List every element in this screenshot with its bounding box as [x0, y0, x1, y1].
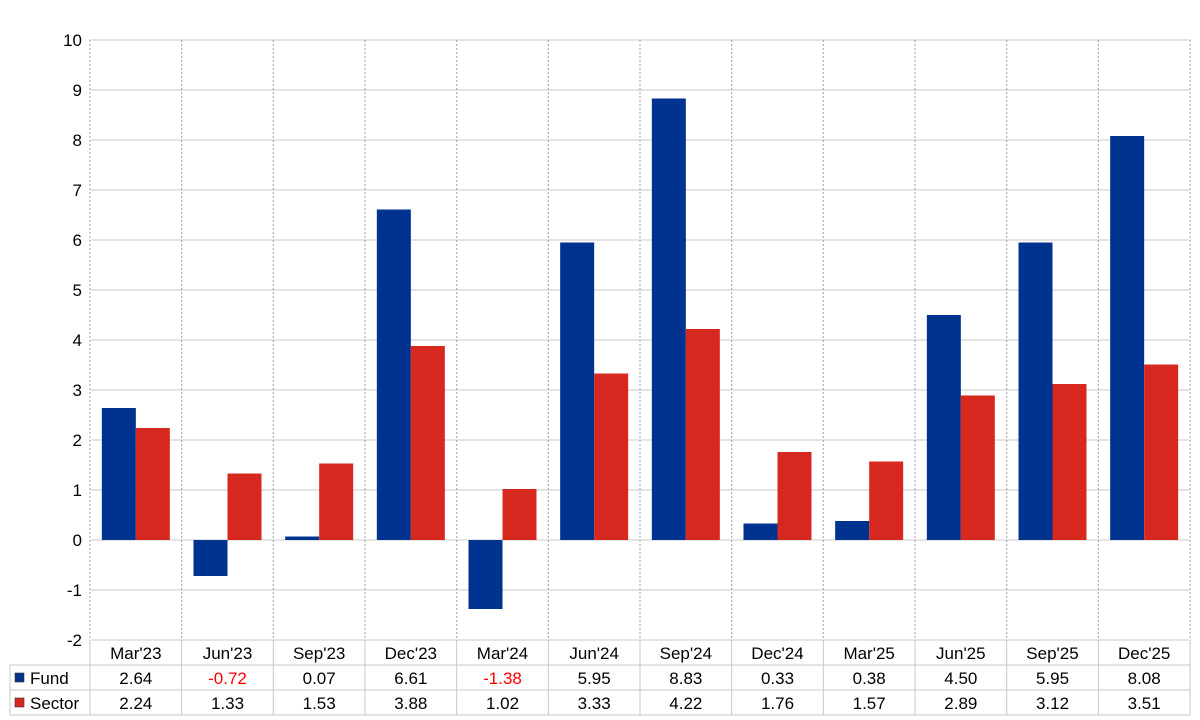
- y-tick-label: 1: [73, 481, 82, 500]
- x-tick-label: Sep'24: [660, 644, 712, 663]
- fund-bar: [743, 523, 778, 540]
- y-tick-label: 6: [73, 231, 82, 250]
- x-tick-label: Dec'24: [751, 644, 803, 663]
- fund-bar: [651, 98, 686, 540]
- legend-label: Sector: [30, 694, 79, 713]
- fund-bar: [926, 315, 961, 540]
- y-tick-label: -2: [67, 631, 82, 650]
- y-tick-label: 9: [73, 81, 82, 100]
- fund-bar: [835, 521, 870, 540]
- data-label: 0.33: [761, 669, 794, 688]
- fund-bar: [193, 540, 228, 576]
- x-tick-label: Mar'25: [843, 644, 894, 663]
- x-tick-label: Jun'24: [569, 644, 619, 663]
- data-label: 3.12: [1036, 694, 1069, 713]
- sector-bar: [410, 346, 445, 540]
- fund-legend-swatch: [14, 672, 25, 683]
- y-tick-label: 7: [73, 181, 82, 200]
- data-label: 2.64: [119, 669, 152, 688]
- y-tick-label: -1: [67, 581, 82, 600]
- sector-bar: [869, 461, 904, 540]
- data-label: -1.38: [483, 669, 522, 688]
- data-label: 1.02: [486, 694, 519, 713]
- data-label: 1.53: [303, 694, 336, 713]
- data-label: -0.72: [208, 669, 247, 688]
- data-label: 1.57: [853, 694, 886, 713]
- data-label: 0.38: [853, 669, 886, 688]
- sector-bar: [685, 329, 720, 540]
- sector-bar: [502, 489, 537, 540]
- data-label: 3.51: [1128, 694, 1161, 713]
- data-label: 3.33: [578, 694, 611, 713]
- sector-bar: [960, 395, 995, 540]
- y-tick-label: 0: [73, 531, 82, 550]
- data-label: 4.22: [669, 694, 702, 713]
- sector-bar: [319, 463, 354, 540]
- data-label: 2.24: [119, 694, 152, 713]
- data-label: 1.33: [211, 694, 244, 713]
- fund-bar: [1110, 136, 1145, 540]
- y-tick-label: 8: [73, 131, 82, 150]
- data-label: 0.07: [303, 669, 336, 688]
- data-label: 5.95: [1036, 669, 1069, 688]
- data-label: 6.61: [394, 669, 427, 688]
- data-label: 1.76: [761, 694, 794, 713]
- fund-bar: [1018, 242, 1053, 540]
- y-tick-label: 10: [63, 31, 82, 50]
- data-label: 8.08: [1128, 669, 1161, 688]
- x-tick-label: Sep'23: [293, 644, 345, 663]
- sector-bar: [594, 373, 629, 540]
- sector-bar: [1052, 384, 1087, 540]
- sector-bar: [227, 473, 262, 540]
- x-tick-label: Sep'25: [1026, 644, 1078, 663]
- sector-legend-swatch: [14, 697, 25, 708]
- sector-bar: [777, 452, 812, 540]
- data-label: 3.88: [394, 694, 427, 713]
- x-tick-label: Jun'25: [936, 644, 986, 663]
- y-tick-label: 3: [73, 381, 82, 400]
- x-tick-label: Jun'23: [203, 644, 253, 663]
- x-tick-label: Dec'25: [1118, 644, 1170, 663]
- y-tick-label: 5: [73, 281, 82, 300]
- data-label: 5.95: [578, 669, 611, 688]
- fund-bar: [285, 536, 320, 540]
- sector-bar: [1144, 364, 1179, 540]
- x-tick-label: Mar'23: [110, 644, 161, 663]
- data-label: 4.50: [944, 669, 977, 688]
- fund-bar: [468, 540, 503, 609]
- x-tick-label: Mar'24: [477, 644, 528, 663]
- data-label: 8.83: [669, 669, 702, 688]
- x-tick-label: Dec'23: [385, 644, 437, 663]
- y-tick-label: 4: [73, 331, 82, 350]
- sector-bar: [135, 428, 170, 540]
- fund-bar: [376, 209, 411, 540]
- fund-bar: [101, 408, 136, 540]
- fund-bar: [560, 242, 595, 540]
- legend-label: Fund: [30, 669, 69, 688]
- y-tick-label: 2: [73, 431, 82, 450]
- data-label: 2.89: [944, 694, 977, 713]
